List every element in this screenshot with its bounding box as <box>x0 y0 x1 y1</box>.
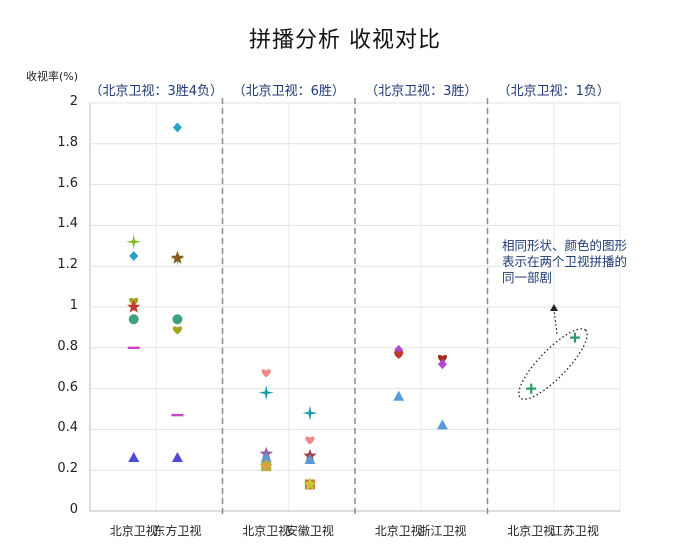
x-tick-label: 北京卫视 <box>109 524 158 538</box>
y-tick-label: 2 <box>69 94 78 109</box>
annotation-arrowhead <box>550 304 558 311</box>
annotation-text: 相同形状、颜色的图形表示在两个卫视拼播的同一部剧 <box>502 238 628 285</box>
point-dash-5 <box>127 346 140 349</box>
point-star4-0 <box>126 234 142 250</box>
group-label: （北京卫视：6胜） <box>232 84 345 99</box>
point-diamond-1 <box>129 251 139 261</box>
point-star5-19 <box>259 459 273 472</box>
point-plus-32 <box>526 383 537 394</box>
x-tick-label: 北京卫视 <box>374 524 423 538</box>
x-tick-label: 安徽卫视 <box>285 524 334 538</box>
data-points <box>126 122 580 491</box>
y-tick-label: 1 <box>69 298 78 313</box>
group-label: （北京卫视：3胜4负） <box>89 84 224 99</box>
point-triangle-6 <box>128 451 140 462</box>
y-tick-label: 1.4 <box>57 216 78 232</box>
point-triangle-23 <box>304 454 316 464</box>
point-circle-10 <box>172 314 183 325</box>
x-tick-label: 北京卫视 <box>507 524 556 538</box>
point-heart-21 <box>305 436 315 445</box>
point-star5-3 <box>127 300 141 313</box>
y-tick-label: 0.4 <box>57 420 78 436</box>
x-tick-label: 东方卫视 <box>153 524 202 538</box>
y-tick-label: 1.6 <box>57 175 78 191</box>
annotation-marks <box>518 304 588 400</box>
point-heart-27 <box>394 350 404 359</box>
y-tick-label: 0 <box>69 502 78 517</box>
point-triangle-17 <box>260 451 272 462</box>
point-star4-15 <box>258 385 274 401</box>
point-plus-33 <box>569 332 580 343</box>
x-tick-label: 北京卫视 <box>242 524 291 538</box>
point-star5-9 <box>170 251 185 264</box>
point-triangle-28 <box>393 390 405 401</box>
point-heart-14 <box>261 369 271 378</box>
x-tick-label: 江苏卫视 <box>550 524 599 538</box>
point-diamond-30 <box>437 359 447 370</box>
point-star4-20 <box>302 405 318 421</box>
point-triangle-31 <box>436 419 448 430</box>
annotation-arrow <box>553 309 558 335</box>
point-diamond-7 <box>172 122 182 133</box>
point-circle-4 <box>128 314 139 325</box>
point-triangle-13 <box>171 451 183 462</box>
y-tick-label: 0.6 <box>57 379 78 395</box>
x-tick-label: 浙江卫视 <box>418 524 467 538</box>
point-dash-12 <box>171 413 184 417</box>
highlight-ellipse <box>518 328 588 400</box>
y-axis-label: 收视率(%) <box>26 70 79 83</box>
group-label: （北京卫视：3胜） <box>365 84 478 99</box>
chart-title: 拼播分析 收视对比 <box>249 28 441 53</box>
point-heart-11 <box>172 326 183 335</box>
y-tick-label: 0.2 <box>57 461 78 477</box>
group-label: （北京卫视：1负） <box>497 84 610 99</box>
y-tick-label: 0.8 <box>57 338 78 354</box>
point-star5-25 <box>303 477 317 491</box>
y-tick-label: 1.2 <box>57 257 78 273</box>
point-heart-29 <box>437 354 448 363</box>
y-tick-label: 1.8 <box>57 134 78 150</box>
